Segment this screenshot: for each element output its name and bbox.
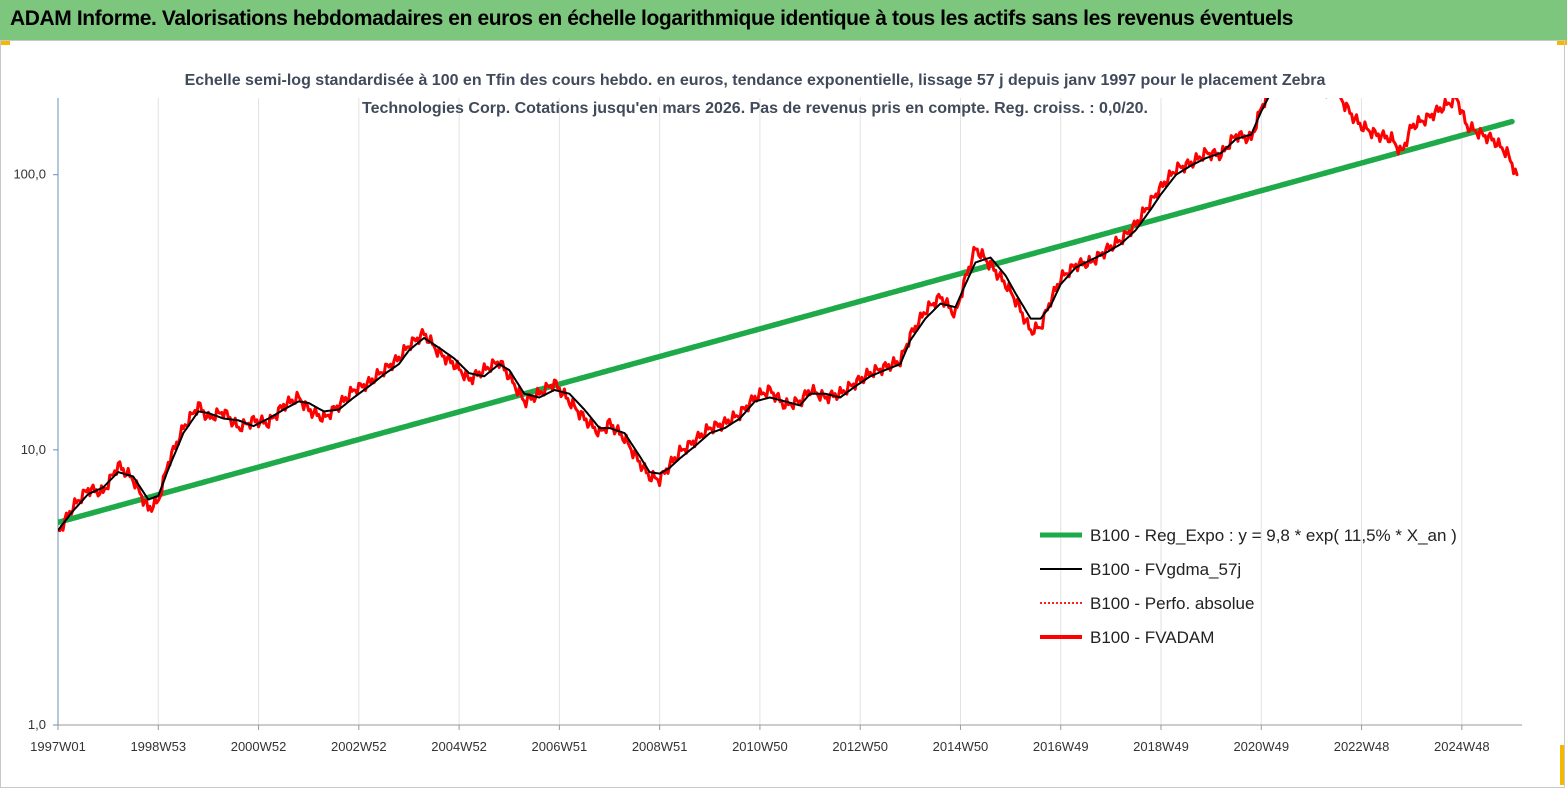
- legend-label: B100 - Perfo. absolue: [1090, 594, 1254, 613]
- x-tick-label: 2004W52: [431, 739, 487, 754]
- series-line-trend: [58, 118, 1515, 526]
- grid: [157, 98, 1463, 725]
- x-tick-label: 2006W51: [532, 739, 588, 754]
- x-ticks: 1997W01 1998W53 2000W52 2002W52 2004W52 2006W…: [30, 725, 1490, 754]
- x-tick-label: 2012W50: [832, 739, 888, 754]
- x-tick-label: 2016W49: [1033, 739, 1089, 754]
- y-ticks: 1,0 10,0 100,0: [13, 167, 58, 732]
- x-tick-label: 2008W51: [632, 739, 688, 754]
- chart-subtitle: Echelle semi-log standardisée à 100 en T…: [184, 72, 1326, 117]
- chart-frame: [0, 40, 1565, 788]
- y-tick-label: 1,0: [28, 717, 46, 732]
- corner-accent-top-right: [1557, 40, 1567, 45]
- legend-label: B100 - Reg_Expo : y = 9,8 * exp( 11,5% *…: [1090, 526, 1457, 545]
- x-tick-label: 2020W49: [1233, 739, 1289, 754]
- legend-label: B100 - FVADAM: [1090, 628, 1214, 647]
- y-tick-label: 100,0: [13, 167, 46, 182]
- x-tick-label: 2000W52: [231, 739, 287, 754]
- x-tick-label: 2022W48: [1334, 739, 1390, 754]
- corner-accent-top-left: [0, 40, 10, 45]
- x-tick-label: 2024W48: [1434, 739, 1490, 754]
- legend: B100 - Reg_Expo : y = 9,8 * exp( 11,5% *…: [1040, 526, 1457, 647]
- series: [58, 98, 1519, 533]
- legend-label: B100 - FVgdma_57j: [1090, 560, 1241, 579]
- x-tick-label: 2018W49: [1133, 739, 1189, 754]
- series-line-smooth: [58, 98, 1270, 532]
- y-tick-label: 10,0: [21, 442, 46, 457]
- header-bar: ADAM Informe. Valorisations hebdomadaire…: [0, 0, 1567, 40]
- page-title: ADAM Informe. Valorisations hebdomadaire…: [10, 7, 1294, 30]
- x-tick-label: 2010W50: [732, 739, 788, 754]
- corner-accent-bottom-right: [1560, 745, 1565, 785]
- x-tick-label: 2014W50: [933, 739, 989, 754]
- x-tick-label: 1997W01: [30, 739, 86, 754]
- x-tick-label: 1998W53: [130, 739, 186, 754]
- x-tick-label: 2002W52: [331, 739, 387, 754]
